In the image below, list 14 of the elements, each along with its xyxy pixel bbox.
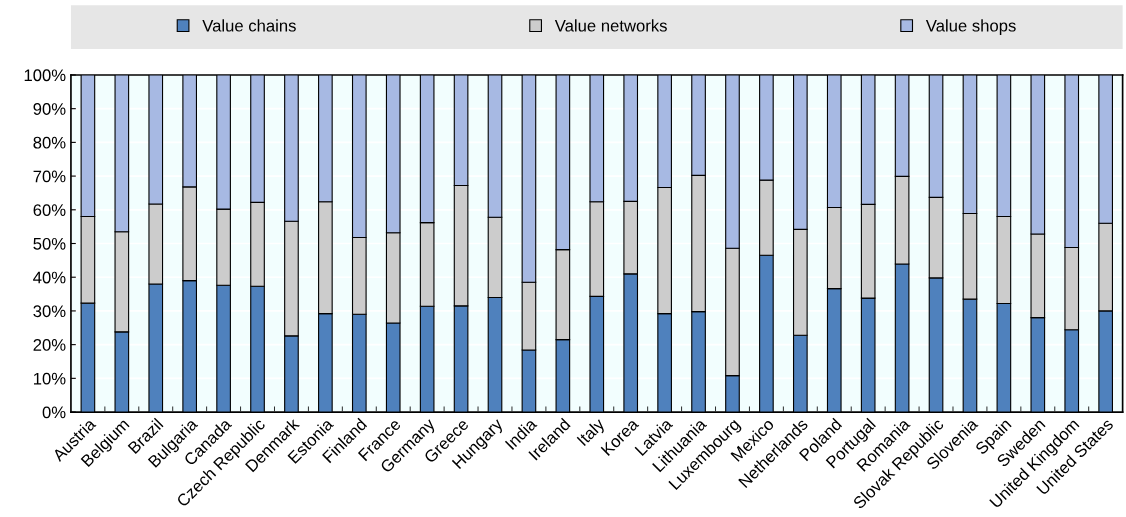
y-tick-label: 30% (33, 305, 66, 318)
y-tick-label: 50% (33, 237, 66, 250)
y-tick-label: 100% (24, 69, 66, 82)
y-tick-label: 40% (33, 271, 66, 284)
y-tick-label: 0% (42, 406, 66, 419)
y-tick-label: 90% (33, 103, 66, 115)
legend-label: Value networks (554, 19, 667, 32)
y-tick-label: 10% (33, 372, 66, 385)
legend-label: Value chains (202, 19, 296, 32)
y-tick-label: 60% (33, 204, 66, 216)
legend-label: Value shops (925, 19, 1016, 35)
y-tick-label: 70% (33, 170, 66, 183)
y-tick-label: 20% (33, 339, 66, 351)
y-tick-label: 80% (33, 136, 66, 149)
